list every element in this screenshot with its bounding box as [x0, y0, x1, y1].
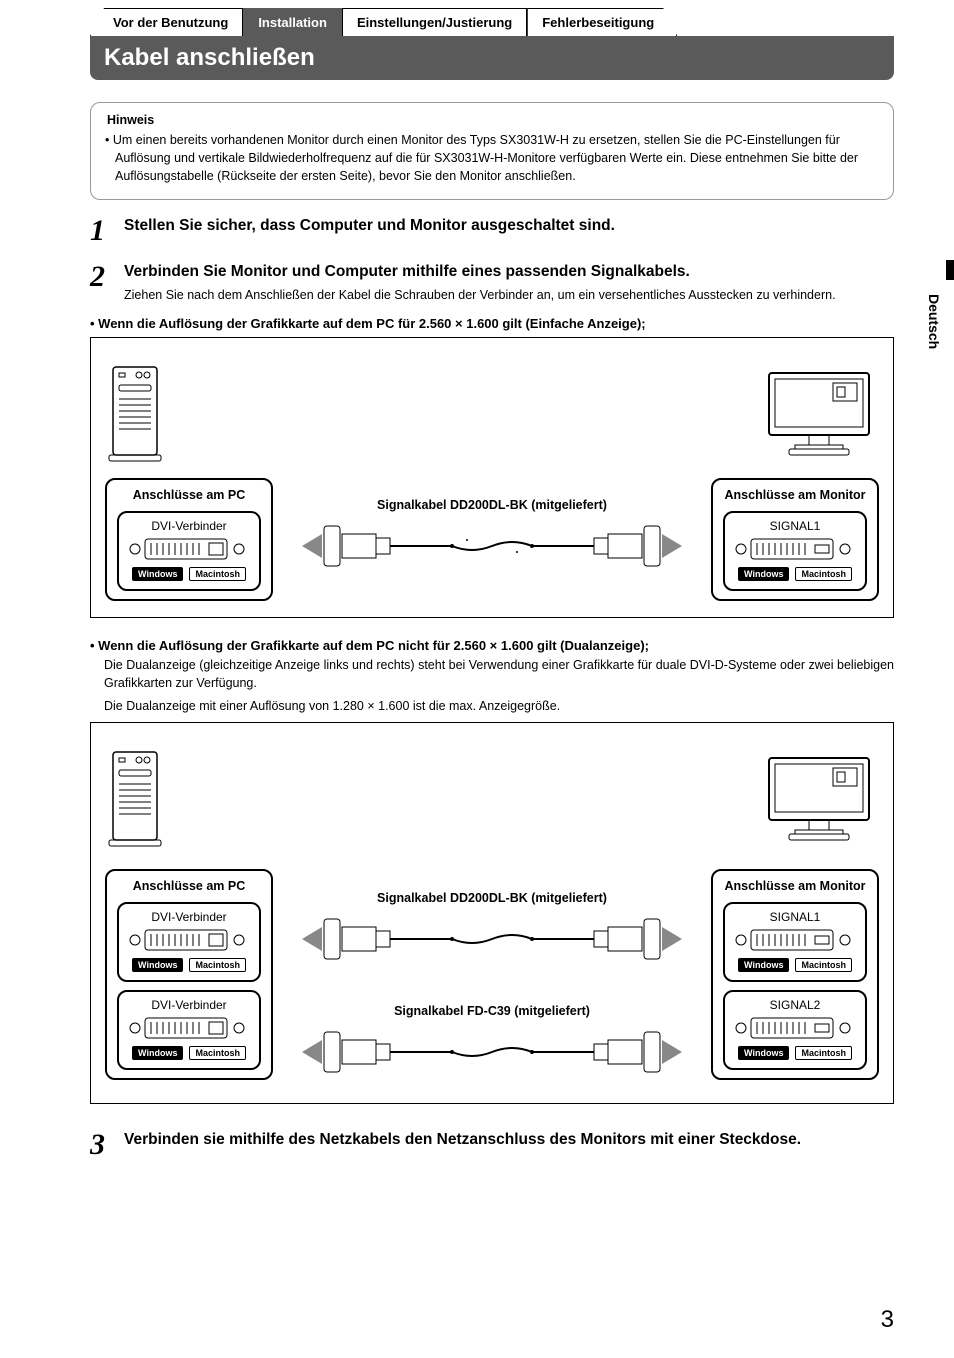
signal1-port-icon: [733, 928, 863, 952]
mon-ports-box: Anschlüsse am Monitor SIGNAL1: [711, 478, 879, 601]
pc-port-dvi-1: DVI-Verbinder Windows Macintosh: [117, 902, 261, 982]
dvi-port-icon: [127, 1016, 257, 1040]
section-title: Kabel anschließen: [90, 36, 894, 80]
macintosh-badge: Macintosh: [189, 958, 246, 972]
macintosh-badge: Macintosh: [795, 958, 852, 972]
windows-badge: Windows: [738, 567, 789, 581]
signal2-label: SIGNAL2: [733, 998, 857, 1012]
cable-icon: [283, 1022, 701, 1082]
step-3: 3 Verbinden sie mithilfe des Netzkabels …: [90, 1130, 894, 1160]
pc-ports-title: Anschlüsse am PC: [117, 879, 261, 894]
cable-dd200dl-label: Signalkabel DD200DL-BK (mitgeliefert): [283, 498, 701, 512]
step-2: 2 Verbinden Sie Monitor und Computer mit…: [90, 262, 894, 304]
step-1-title: Stellen Sie sicher, dass Computer und Mo…: [124, 216, 894, 236]
sub-desc-dual-2: Die Dualanzeige mit einer Auflösung von …: [104, 698, 894, 716]
page-number: 3: [881, 1306, 894, 1334]
cable-fdc39-label: Signalkabel FD-C39 (mitgeliefert): [283, 1004, 701, 1018]
note-body: Um einen bereits vorhandenen Monitor dur…: [107, 131, 877, 185]
windows-badge: Windows: [132, 958, 183, 972]
windows-badge: Windows: [132, 567, 183, 581]
cable-dd200dl-2: Signalkabel DD200DL-BK (mitgeliefert): [283, 891, 701, 974]
dvi-label: DVI-Verbinder: [127, 519, 251, 533]
pc-icon: [105, 750, 165, 855]
step-2-desc: Ziehen Sie nach dem Anschließen der Kabe…: [124, 287, 894, 305]
signal2-port-icon: [733, 1016, 863, 1040]
note-title: Hinweis: [107, 113, 877, 127]
step-2-title: Verbinden Sie Monitor und Computer mithi…: [124, 262, 894, 282]
diagram-single: Anschlüsse am PC DVI-Verbinder: [90, 337, 894, 618]
macintosh-badge: Macintosh: [795, 567, 852, 581]
mon-port-signal1-2: SIGNAL1 Windows Macintosh: [723, 902, 867, 982]
monitor-icon: [759, 365, 879, 470]
cable-icon: [283, 909, 701, 969]
mon-port-signal1: SIGNAL1 Windows Macint: [723, 511, 867, 591]
step-3-title: Verbinden sie mithilfe des Netzkabels de…: [124, 1130, 894, 1150]
windows-badge: Windows: [738, 1046, 789, 1060]
pc-icon: [105, 365, 165, 470]
cable-fdc39: Signalkabel FD-C39 (mitgeliefert): [283, 1004, 701, 1087]
language-tab: Deutsch: [926, 288, 942, 355]
tab-installation[interactable]: Installation: [243, 8, 342, 36]
mon-ports-title: Anschlüsse am Monitor: [723, 488, 867, 503]
mon-ports-box-2: Anschlüsse am Monitor SIGNAL1 Windows Ma…: [711, 869, 879, 1080]
dvi-port-icon: [127, 928, 257, 952]
dvi-label: DVI-Verbinder: [127, 998, 251, 1012]
pc-ports-box-2: Anschlüsse am PC DVI-Verbinder Windows M…: [105, 869, 273, 1080]
tab-settings[interactable]: Einstellungen/Justierung: [342, 8, 527, 36]
windows-badge: Windows: [738, 958, 789, 972]
tab-bar: Vor der Benutzung Installation Einstellu…: [90, 8, 894, 36]
sub-bullet-single: • Wenn die Auflösung der Grafikkarte auf…: [90, 316, 894, 331]
step-3-number: 3: [90, 1130, 114, 1160]
note-box: Hinweis Um einen bereits vorhandenen Mon…: [90, 102, 894, 200]
signal1-label: SIGNAL1: [733, 519, 857, 533]
monitor-icon: [759, 750, 879, 855]
dvi-port-icon: [127, 537, 257, 561]
pc-ports-title: Anschlüsse am PC: [117, 488, 261, 503]
cable-dd200dl: Signalkabel DD200DL-BK (mitgeliefert): [283, 498, 701, 581]
signal1-label: SIGNAL1: [733, 910, 857, 924]
macintosh-badge: Macintosh: [795, 1046, 852, 1060]
diagram-dual: Anschlüsse am PC DVI-Verbinder Windows M…: [90, 722, 894, 1104]
windows-badge: Windows: [132, 1046, 183, 1060]
tab-before-use[interactable]: Vor der Benutzung: [90, 8, 243, 36]
sub-bullet-dual: • Wenn die Auflösung der Grafikkarte auf…: [90, 638, 894, 653]
cable-dd200dl-label: Signalkabel DD200DL-BK (mitgeliefert): [283, 891, 701, 905]
pc-port-dvi: DVI-Verbinder Windows: [117, 511, 261, 591]
sub-desc-dual-1: Die Dualanzeige (gleichzeitige Anzeige l…: [104, 657, 894, 692]
macintosh-badge: Macintosh: [189, 1046, 246, 1060]
pc-port-dvi-2: DVI-Verbinder Windows Macintosh: [117, 990, 261, 1070]
mon-ports-title: Anschlüsse am Monitor: [723, 879, 867, 894]
pc-ports-box: Anschlüsse am PC DVI-Verbinder: [105, 478, 273, 601]
dvi-label: DVI-Verbinder: [127, 910, 251, 924]
macintosh-badge: Macintosh: [189, 567, 246, 581]
step-1-number: 1: [90, 216, 114, 246]
mon-port-signal2: SIGNAL2 Windows Macintosh: [723, 990, 867, 1070]
signal1-port-icon: [733, 537, 863, 561]
step-1: 1 Stellen Sie sicher, dass Computer und …: [90, 216, 894, 246]
cable-icon: [283, 516, 701, 576]
tab-troubleshooting[interactable]: Fehlerbeseitigung: [527, 8, 677, 36]
step-2-number: 2: [90, 262, 114, 304]
